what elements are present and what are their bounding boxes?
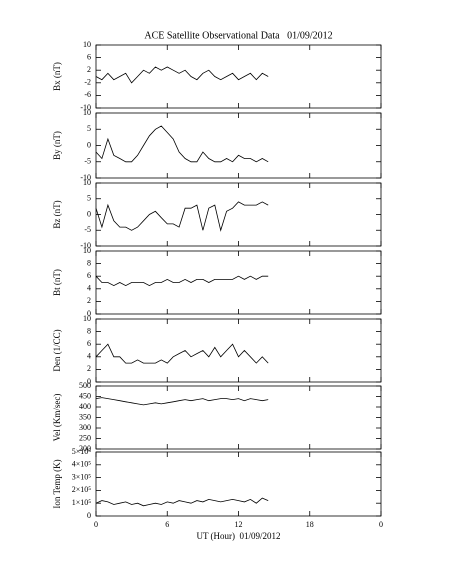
x-tick-label: 18	[306, 520, 314, 529]
y-tick-label: -2	[84, 78, 91, 87]
y-tick-label: 0	[87, 511, 91, 520]
y-tick-label: -5	[84, 157, 91, 166]
y-tick-label: -6	[84, 90, 91, 99]
x-tick-label: 0	[379, 520, 383, 529]
y-tick-label: 450	[79, 391, 91, 400]
y-axis-label: Vel (Km/sec)	[52, 394, 62, 442]
y-tick-label: 400	[79, 402, 91, 411]
y-tick-label: 10	[83, 40, 91, 49]
x-axis-label: UT (Hour) 01/09/2012	[196, 531, 280, 541]
y-tick-label: 300	[79, 423, 91, 432]
y-tick-label: 5	[87, 124, 91, 133]
y-axis-label: Ion Temp (K)	[52, 459, 62, 508]
data-line	[95, 397, 269, 406]
y-tick-label: 200	[79, 444, 91, 453]
panel-frame	[95, 318, 382, 383]
y-tick-label: 2	[87, 296, 91, 305]
y-tick-label: 4	[87, 352, 91, 361]
y-tick-label: 6	[87, 271, 91, 280]
x-tick-label: 0	[94, 520, 98, 529]
y-axis-label: Bx (nT)	[52, 62, 62, 91]
y-tick-label: 0	[87, 377, 91, 386]
x-tick-label: 6	[165, 520, 169, 529]
y-tick-label: -10	[80, 173, 91, 182]
chart-title: ACE Satellite Observational Data 01/09/2…	[144, 30, 332, 41]
y-tick-label: 2	[87, 65, 91, 74]
y-tick-label: 350	[79, 412, 91, 421]
y-tick-label: 5×10⁵	[72, 447, 92, 456]
y-axis-label: Den (1/CC)	[52, 329, 62, 371]
panel-frame	[95, 385, 382, 450]
y-tick-label: 8	[87, 258, 91, 267]
y-tick-label: 5	[87, 194, 91, 203]
x-tick-label: 12	[235, 520, 243, 529]
y-tick-label: 250	[79, 433, 91, 442]
panel-frame	[95, 112, 382, 179]
y-tick-label: 2×10⁵	[72, 485, 92, 494]
y-axis-label: Bt (nT)	[52, 269, 62, 296]
y-tick-label: 8	[87, 326, 91, 335]
y-tick-label: 0	[87, 209, 91, 218]
y-tick-label: 10	[83, 314, 91, 323]
y-tick-label: 4×10⁵	[72, 460, 92, 469]
y-tick-label: 500	[79, 381, 91, 390]
y-tick-label: 10	[83, 108, 91, 117]
y-tick-label: 0	[87, 309, 91, 318]
data-line	[95, 343, 269, 364]
y-tick-label: 10	[83, 246, 91, 255]
panel-frame	[95, 451, 382, 517]
y-tick-label: 2	[87, 364, 91, 373]
data-line	[95, 201, 269, 232]
y-tick-label: -5	[84, 225, 91, 234]
data-line	[95, 497, 269, 507]
y-tick-label: 6	[87, 52, 91, 61]
panel-frame	[95, 44, 382, 109]
data-line	[95, 275, 269, 287]
y-tick-label: -10	[80, 103, 91, 112]
data-line	[95, 66, 269, 84]
data-line	[95, 125, 269, 163]
y-tick-label: 4	[87, 284, 91, 293]
y-tick-label: 0	[87, 140, 91, 149]
y-tick-label: 1×10⁵	[72, 498, 92, 507]
y-tick-label: 3×10⁵	[72, 472, 92, 481]
y-tick-label: -10	[80, 241, 91, 250]
y-axis-label: By (nT)	[52, 131, 62, 160]
y-axis-label: Bz (nT)	[52, 200, 62, 228]
panel-frame	[95, 182, 382, 247]
y-tick-label: 10	[83, 178, 91, 187]
y-tick-label: 6	[87, 339, 91, 348]
